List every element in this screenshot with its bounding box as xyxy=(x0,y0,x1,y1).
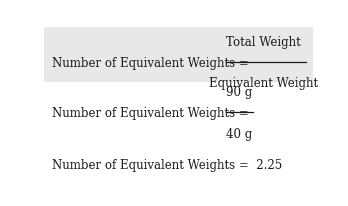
Text: Equivalent Weight: Equivalent Weight xyxy=(209,77,318,90)
Bar xyxy=(44,28,313,83)
Text: 40 g: 40 g xyxy=(226,127,252,140)
Text: Number of Equivalent Weights =: Number of Equivalent Weights = xyxy=(52,56,252,69)
Text: Number of Equivalent Weights =  2.25: Number of Equivalent Weights = 2.25 xyxy=(52,158,282,171)
Text: Number of Equivalent Weights =: Number of Equivalent Weights = xyxy=(52,106,252,119)
Text: 90 g: 90 g xyxy=(226,85,252,98)
Text: Total Weight: Total Weight xyxy=(226,36,301,49)
